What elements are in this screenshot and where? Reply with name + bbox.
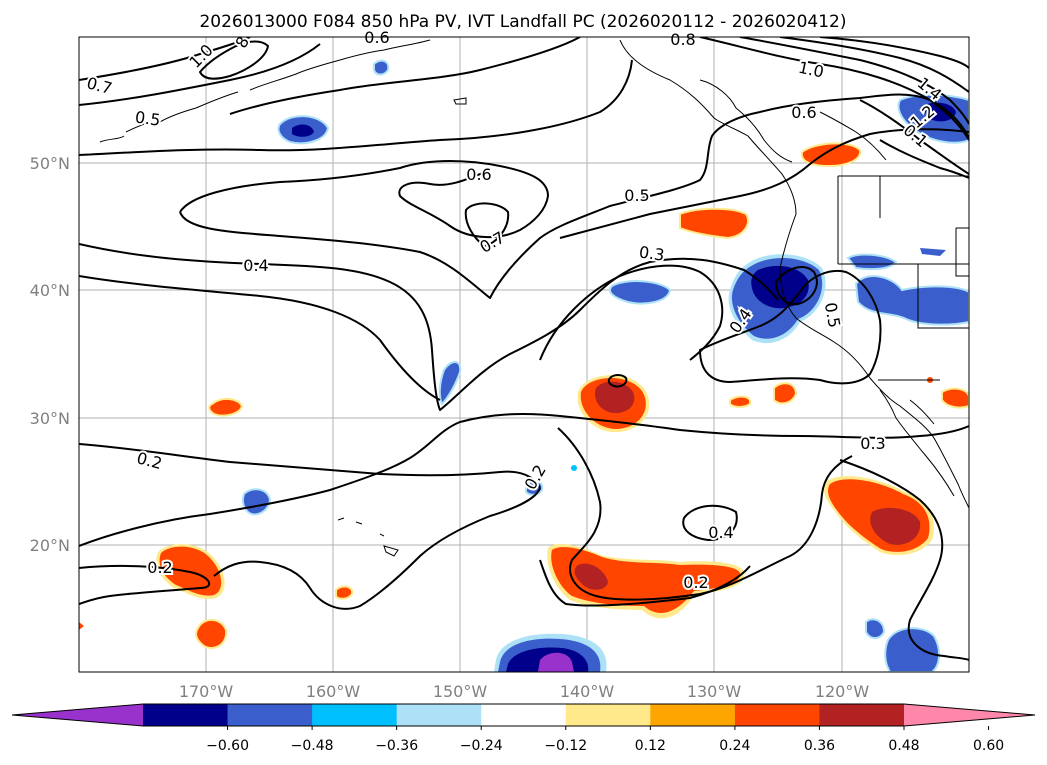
contour-label: 0.2 <box>147 558 172 577</box>
positive-anomaly-small-e <box>729 395 752 408</box>
lat-label-50n: 50°N <box>30 154 70 173</box>
colorbar-tick-label: −0.60 <box>206 738 249 754</box>
negative-anomaly-12n-145w <box>494 633 607 672</box>
lat-label-40n: 40°N <box>30 281 70 300</box>
contour-label: 0.5 <box>624 186 649 205</box>
colorbar-extend-max <box>904 704 1035 726</box>
negative-anomaly-small-e <box>373 59 390 76</box>
contour-label: 1.0 <box>797 58 826 82</box>
negative-anomaly-small-g <box>920 248 946 256</box>
map-panel: 1.0 8 0.6 0.8 0.7 0.5 1.0 0.6 1.4 1.2 0.… <box>30 26 970 701</box>
positive-anomaly-small-a <box>195 619 228 649</box>
longitude-labels: 170°W 160°W 150°W 140°W 130°W 120°W <box>179 682 870 701</box>
colorbar-tick-label: −0.24 <box>460 738 503 754</box>
lat-label-30n: 30°N <box>30 409 70 428</box>
positive-anomaly-small-c <box>335 585 354 600</box>
positive-anomaly-edge <box>79 622 84 630</box>
positive-anomaly-46n-133w <box>679 207 749 240</box>
colorbar-tick-label: 0.60 <box>973 738 1004 754</box>
lon-label-120w: 120°W <box>815 682 870 701</box>
colorbar-extend-min <box>12 704 143 726</box>
colorbar-tick-label: 0.48 <box>888 738 919 754</box>
negative-anomaly-small-d <box>865 618 886 639</box>
negative-anomaly-small-a <box>846 253 898 271</box>
positive-anomaly-22n-118w <box>824 476 934 556</box>
lat-label-20n: 20°N <box>30 536 70 555</box>
colorbar-bin <box>396 704 482 726</box>
positive-anomaly-small-d <box>773 382 798 405</box>
colorbar-bin <box>312 704 398 726</box>
colorbar-bin <box>565 704 651 726</box>
lon-label-170w: 170°W <box>179 682 234 701</box>
contour-label: 0.6 <box>791 103 816 122</box>
colorbar-bin <box>143 704 229 726</box>
colorbar-bin <box>819 704 905 726</box>
lon-label-140w: 140°W <box>560 682 615 701</box>
lon-label-130w: 130°W <box>687 682 742 701</box>
negative-anomaly-38n-115w <box>854 275 969 326</box>
negative-anomaly-52n-163w-core <box>292 124 314 137</box>
colorbar-tick-label: 0.12 <box>635 738 666 754</box>
negative-anomaly-12n-117w <box>884 627 940 672</box>
contour-label: 0.4 <box>243 256 268 275</box>
contour-label: 0.8 <box>670 30 695 49</box>
map-frame <box>78 36 970 673</box>
contour-label: 0.6 <box>466 165 491 184</box>
negative-anomaly-55n-115w-core <box>922 102 956 122</box>
contour-label: 0.3 <box>638 242 666 264</box>
negative-anomaly-small-c <box>438 361 462 406</box>
map-background <box>79 37 969 672</box>
colorbar-tick-label: 0.36 <box>804 738 835 754</box>
negative-anomaly-40n-137w <box>609 280 672 305</box>
lon-label-150w: 150°W <box>433 682 488 701</box>
lon-label-160w: 160°W <box>306 682 361 701</box>
contour-label: 0.4 <box>708 523 733 542</box>
negative-anomaly-dot <box>571 465 577 471</box>
colorbar: −0.60 −0.48 −0.36 −0.24 −0.12 0.12 0.24 0.36 0.4… <box>11 703 1036 754</box>
colorbar-tick-label: −0.36 <box>375 738 418 754</box>
colorbar-bin <box>481 704 567 726</box>
colorbar-bin <box>227 704 313 726</box>
figure-title: 2026013000 F084 850 hPa PV, IVT Landfall… <box>199 12 846 32</box>
colorbar-tick-label: 0.24 <box>719 738 750 754</box>
pv-contours <box>79 37 969 661</box>
colorbar-outline <box>11 703 1036 727</box>
positive-anomaly-small-f <box>941 387 969 409</box>
positive-anomaly-small-b <box>208 398 244 417</box>
colorbar-tick-label: −0.48 <box>291 738 334 754</box>
colorbar-bin <box>650 704 736 726</box>
positive-anomaly-30n-140w <box>577 375 650 433</box>
contour-label: 0.3 <box>860 434 885 453</box>
colorbar-tick-label: −0.12 <box>544 738 587 754</box>
colorbar-bin <box>734 704 820 726</box>
latitude-labels: 50°N 40°N 30°N 20°N <box>30 154 70 555</box>
contour-label: 0.5 <box>134 107 162 129</box>
contour-label: 0.2 <box>683 573 708 592</box>
